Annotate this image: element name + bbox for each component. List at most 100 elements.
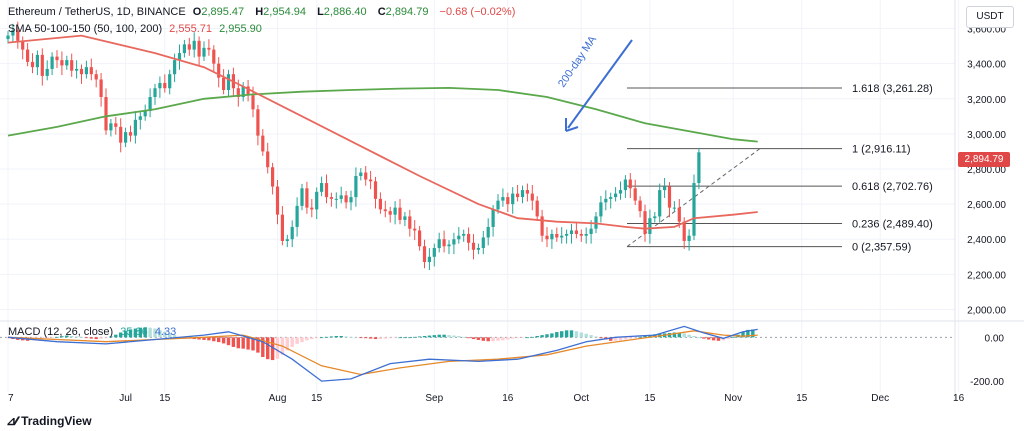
macd-hist-bar-42 — [212, 337, 216, 342]
candle-body-127 — [628, 179, 632, 189]
macd-hist-bar-21 — [109, 336, 113, 338]
candle-body-2 — [16, 30, 20, 41]
candle-body-96 — [476, 248, 480, 250]
macd-hist-bar-118 — [584, 333, 588, 338]
fib-label-2: 0.618 (2,702.76) — [852, 181, 933, 193]
sma-value-a: 2,555.71 — [169, 23, 212, 35]
candle-body-38 — [192, 40, 196, 50]
macd-hist-bar-44 — [221, 337, 226, 344]
candle-body-70 — [349, 197, 353, 203]
candle-body-47 — [236, 88, 240, 98]
candle-body-132 — [653, 216, 657, 219]
sma-legend: SMA 50-100-150 (50, 100, 200) 2,555.71 2… — [8, 23, 266, 35]
macd-hist-bar-126 — [623, 337, 628, 340]
candle-body-87 — [432, 248, 436, 257]
macd-hist-bar-76 — [378, 337, 383, 340]
candle-body-62 — [310, 207, 314, 210]
candle-body-116 — [574, 230, 578, 234]
macd-hist-bar-82 — [408, 337, 412, 339]
macd-hist-bar-99 — [491, 337, 495, 342]
macd-hist-bar-91 — [452, 335, 456, 338]
candle-body-7 — [40, 54, 44, 76]
candle-body-59 — [295, 205, 299, 227]
macd-hist-bar-114 — [564, 330, 569, 338]
macd-hist-bar-13 — [70, 336, 74, 338]
candle-body-129 — [638, 200, 642, 212]
macd-hist-bar-73 — [364, 337, 368, 339]
time-tick-8: 15 — [644, 393, 656, 404]
candle-body-97 — [481, 237, 485, 249]
candle-body-48 — [241, 86, 245, 98]
macd-hist-bar-30 — [153, 328, 157, 338]
currency-button[interactable]: USDT — [966, 6, 1014, 28]
macd-pane — [0, 325, 955, 382]
candle-body-52 — [261, 135, 265, 152]
macd-hist-bar-25 — [128, 329, 133, 338]
macd-hist-bar-139 — [687, 334, 691, 338]
candle-body-15 — [79, 68, 84, 75]
candle-body-82 — [408, 216, 412, 229]
candle-body-53 — [266, 151, 270, 168]
candle-body-30 — [153, 88, 157, 98]
macd-hist-bar-115 — [569, 330, 574, 338]
macd-hist-bar-80 — [398, 337, 402, 339]
candle-body-50 — [251, 95, 255, 110]
candle-body-86 — [427, 256, 431, 263]
macd-hist-bar-137 — [677, 332, 681, 338]
ma-arrow-shaft — [567, 39, 633, 129]
candle-body-134 — [663, 186, 667, 191]
macd-hist-bar-22 — [114, 334, 118, 338]
ma-annotation — [565, 39, 633, 132]
candle-body-81 — [403, 216, 407, 220]
macd-hist-bar-48 — [241, 337, 245, 349]
macd-hist-bar-92 — [457, 336, 461, 338]
macd-hist-bar-142 — [702, 337, 706, 339]
macd-hist-bar-70 — [349, 336, 353, 338]
macd-hist-bar-17 — [89, 337, 93, 339]
macd-hist-bar-50 — [251, 337, 255, 351]
macd-hist-bar-124 — [613, 337, 618, 341]
macd-hist-bar-131 — [648, 335, 652, 338]
macd-hist-bar-59 — [295, 337, 299, 344]
candle-body-126 — [623, 179, 627, 191]
macd-hist-bar-8 — [45, 337, 49, 339]
macd-hist-bar-148 — [731, 336, 735, 338]
candle-body-104 — [516, 193, 520, 198]
candle-body-124 — [614, 193, 618, 198]
macd-hist-bar-53 — [266, 337, 270, 360]
macd-hist-bar-34 — [172, 335, 177, 338]
macd-hist-bar-110 — [545, 334, 549, 338]
macd-hist-bar-105 — [520, 337, 525, 339]
candle-body-80 — [398, 207, 402, 220]
candle-body-131 — [648, 218, 652, 234]
candle-body-123 — [609, 197, 613, 199]
macd-hist-bar-89 — [442, 334, 446, 338]
candle-body-84 — [418, 230, 422, 247]
fibonacci-retracement: 1.618 (3,261.28) 1 (2,916.11) 0.618 (2,702… — [626, 83, 933, 254]
macd-hist-bar-33 — [168, 333, 172, 338]
time-tick-3: Aug — [269, 393, 287, 404]
candle-body-125 — [618, 190, 623, 194]
tradingview-logo[interactable]: ⊿⁄⁄ TradingView — [6, 414, 92, 428]
macd-hist-bar-98 — [486, 337, 490, 342]
price-axis: 2,000.00 2,200.00 2,400.00 2,600.00 2,800.00… — [967, 25, 1006, 389]
candle-body-5 — [30, 61, 35, 68]
macd-tick-0: -200.00 — [970, 377, 1004, 388]
candle-body-16 — [84, 67, 88, 75]
macd-hist-bar-26 — [133, 328, 138, 338]
macd-hist-bar-24 — [123, 330, 128, 338]
macd-hist-bar-54 — [270, 337, 275, 361]
macd-hist-bar-65 — [324, 336, 329, 338]
macd-hist-bar-69 — [344, 336, 348, 338]
candle-body-93 — [462, 233, 466, 236]
candle-body-100 — [496, 200, 500, 210]
macd-hist-bar-43 — [217, 337, 221, 343]
candle-body-3 — [21, 40, 25, 50]
macd-hist-bar-67 — [334, 336, 338, 338]
candle-body-92 — [457, 235, 461, 240]
candle-body-56 — [280, 214, 284, 241]
macd-hist-bar-28 — [143, 327, 147, 338]
macd-hist-bar-10 — [55, 336, 59, 338]
macd-hist-bar-101 — [501, 337, 505, 341]
